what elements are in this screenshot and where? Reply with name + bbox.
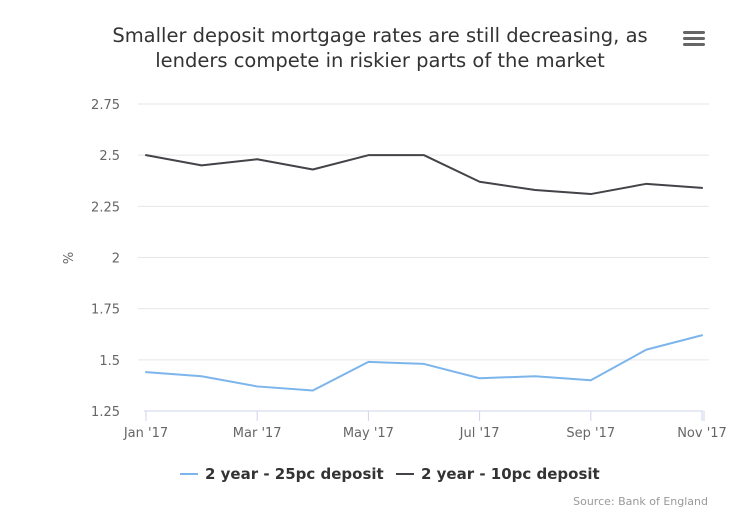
legend-label-series-2: 2 year - 10pc deposit bbox=[421, 465, 600, 483]
y-tick-label: 2.75 bbox=[91, 98, 120, 113]
x-tick-label: Jan '17 bbox=[123, 426, 168, 441]
series-group bbox=[143, 152, 705, 393]
y-tick-label: 2 bbox=[112, 252, 120, 267]
legend-item-series-2[interactable]: 2 year - 10pc deposit bbox=[396, 465, 600, 483]
x-tick-label: Nov '17 bbox=[677, 426, 727, 441]
x-tick-label: Jul '17 bbox=[459, 426, 500, 441]
y-tick-label: 1.5 bbox=[99, 354, 120, 369]
y-tick-label: 2.5 bbox=[99, 149, 120, 164]
y-tick-label: 2.25 bbox=[91, 200, 120, 215]
series-1[interactable] bbox=[143, 332, 705, 393]
y-tick-label: 1.75 bbox=[91, 303, 120, 318]
y-gridlines bbox=[138, 103, 709, 361]
y-tick-label: 1.25 bbox=[91, 405, 120, 420]
y-axis-title: % bbox=[62, 252, 77, 264]
hamburger-menu-icon bbox=[683, 31, 705, 46]
credits-link[interactable]: Source: Bank of England bbox=[573, 495, 708, 508]
chart-menu-button[interactable] bbox=[681, 27, 707, 49]
y-axis-tick-labels: 1.25 1.5 1.75 2 2.25 2.5 2.75 bbox=[91, 98, 120, 420]
legend-item-series-1[interactable]: 2 year - 25pc deposit bbox=[180, 465, 384, 483]
series-line-2 bbox=[145, 154, 703, 196]
chart-title-line-2: lenders compete in riskier parts of the … bbox=[155, 49, 605, 72]
x-axis-ticks: Jan '17 Mar '17 May '17 Jul '17 Sep '17 Nov '… bbox=[123, 411, 727, 441]
series-2[interactable] bbox=[143, 152, 705, 197]
chart-title-line-1: Smaller deposit mortgage rates are still… bbox=[112, 24, 647, 47]
legend-label-series-1: 2 year - 25pc deposit bbox=[205, 465, 384, 483]
series-line-1 bbox=[145, 334, 703, 392]
legend: 2 year - 25pc deposit 2 year - 10pc depo… bbox=[180, 465, 600, 483]
x-tick-label: Mar '17 bbox=[233, 426, 282, 441]
x-tick-label: May '17 bbox=[343, 426, 394, 441]
x-tick-label: Sep '17 bbox=[566, 426, 615, 441]
